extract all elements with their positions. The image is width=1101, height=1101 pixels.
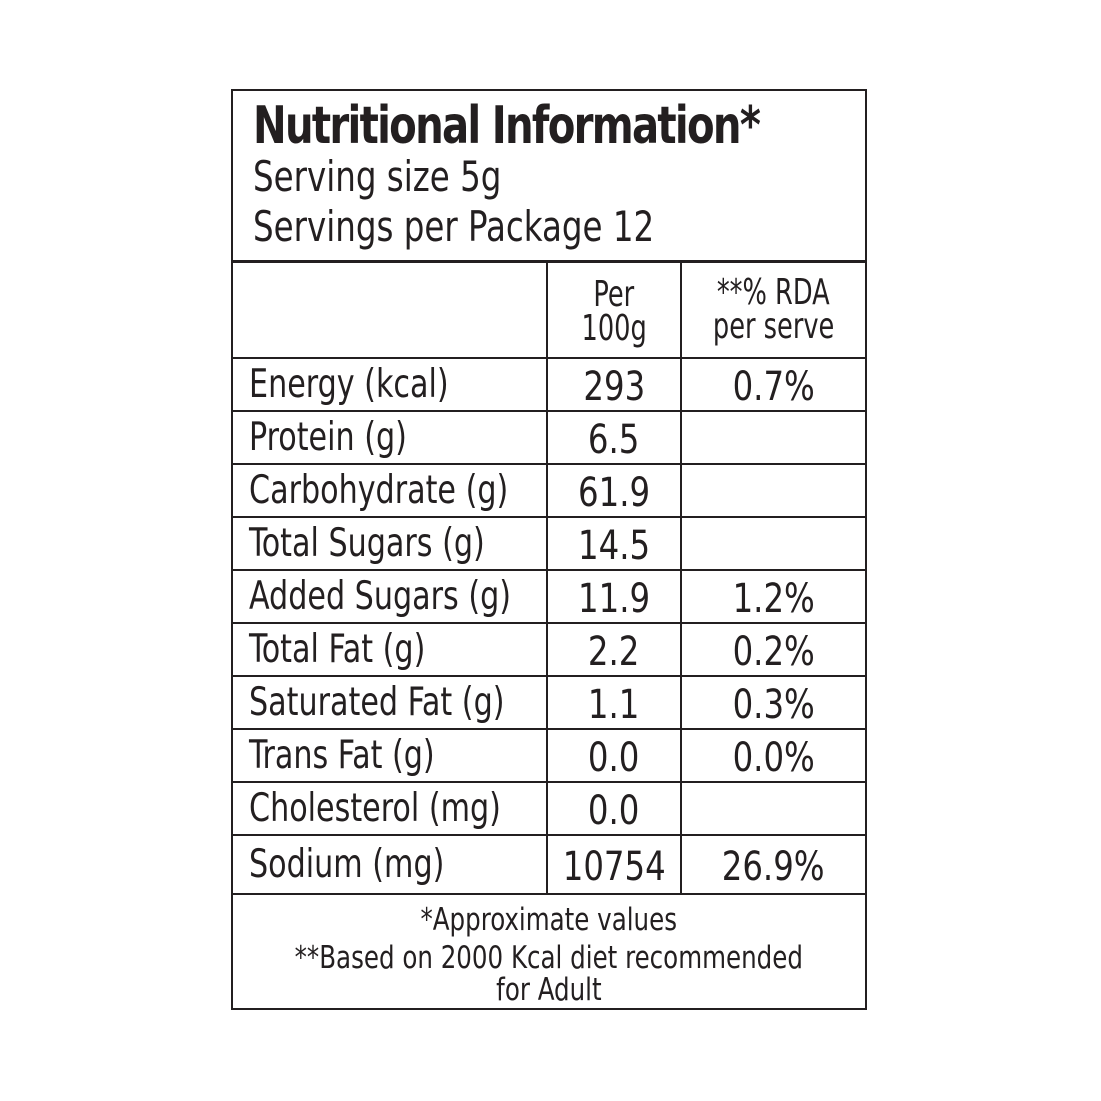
table-row-value: 293 xyxy=(548,361,680,412)
label-title: Nutritional Information* xyxy=(253,96,761,156)
nutrient-name: Trans Fat (g) xyxy=(249,733,435,778)
table-row-value: 6.5 xyxy=(548,414,680,465)
table-row-label: Trans Fat (g) xyxy=(249,730,545,781)
table-row-label: Total Fat (g) xyxy=(249,624,545,675)
footnote-rda-basis: **Based on 2000 Kcal diet recommended xyxy=(233,941,865,975)
row-divider xyxy=(233,675,865,677)
nutrient-name: Saturated Fat (g) xyxy=(249,680,505,725)
per-100g-value: 0.0 xyxy=(588,734,640,781)
row-divider xyxy=(233,463,865,465)
column-header-per-100g-line1: Per xyxy=(593,274,635,315)
table-row-value: 0.0 xyxy=(548,785,680,836)
nutrient-name: Total Sugars (g) xyxy=(249,521,485,566)
column-header-rda-line2: per serve xyxy=(712,306,835,347)
table-row-rda: 0.2% xyxy=(682,626,865,677)
table-row-label: Carbohydrate (g) xyxy=(249,465,545,516)
row-divider xyxy=(233,569,865,571)
per-100g-value: 2.2 xyxy=(588,628,640,675)
column-divider xyxy=(546,263,548,895)
nutrient-name: Added Sugars (g) xyxy=(249,574,512,619)
row-divider xyxy=(233,622,865,624)
nutrition-table: Per 100g **% RDA per serve Energy (kcal)… xyxy=(233,263,865,895)
table-row-label: Cholesterol (mg) xyxy=(249,783,545,834)
nutrient-name: Protein (g) xyxy=(249,415,407,460)
row-divider xyxy=(233,893,865,895)
nutrient-name: Carbohydrate (g) xyxy=(249,468,509,513)
rda-value: 0.0% xyxy=(732,734,815,781)
column-header-rda-line1: **% RDA xyxy=(717,272,830,313)
footnote-text: *Approximate values xyxy=(420,902,678,938)
table-row-label: Total Sugars (g) xyxy=(249,518,545,569)
table-row-rda xyxy=(682,414,865,465)
serving-size: Serving size 5g xyxy=(253,152,502,201)
row-divider xyxy=(233,516,865,518)
label-header: Nutritional Information* Serving size 5g… xyxy=(233,91,865,263)
per-100g-value: 61.9 xyxy=(577,469,651,516)
column-divider xyxy=(680,263,682,895)
column-header-rda: **% RDA per serve xyxy=(693,267,854,353)
table-row-value: 2.2 xyxy=(548,626,680,677)
footnote-adult: for Adult xyxy=(233,973,865,1007)
table-row-value: 10754 xyxy=(548,838,680,895)
table-row-rda xyxy=(682,785,865,836)
row-divider xyxy=(233,781,865,783)
label-footer: *Approximate values **Based on 2000 Kcal… xyxy=(233,895,865,1008)
rda-value: 0.2% xyxy=(732,628,815,675)
per-100g-value: 1.1 xyxy=(588,681,640,728)
rda-value: 26.9% xyxy=(722,843,825,890)
per-100g-value: 0.0 xyxy=(588,787,640,834)
nutrient-name: Total Fat (g) xyxy=(249,627,426,672)
row-divider xyxy=(233,357,865,359)
table-row-rda: 0.3% xyxy=(682,679,865,730)
nutrient-name: Energy (kcal) xyxy=(249,362,449,407)
table-row-rda: 0.7% xyxy=(682,361,865,412)
rda-value: 0.7% xyxy=(732,363,815,410)
rda-value: 0.3% xyxy=(732,681,815,728)
table-row-label: Sodium (mg) xyxy=(249,836,545,893)
footnote-text: for Adult xyxy=(496,972,602,1008)
table-row-value: 1.1 xyxy=(548,679,680,730)
servings-per-package: Servings per Package 12 xyxy=(253,202,655,251)
table-row-rda: 0.0% xyxy=(682,732,865,783)
table-row-rda xyxy=(682,520,865,571)
rda-value: 1.2% xyxy=(732,575,815,622)
per-100g-value: 14.5 xyxy=(577,522,651,569)
nutrition-label: Nutritional Information* Serving size 5g… xyxy=(231,89,867,1010)
nutrient-name: Sodium (mg) xyxy=(249,842,445,887)
per-100g-value: 293 xyxy=(583,363,645,410)
footnote-text: **Based on 2000 Kcal diet recommended xyxy=(294,940,804,976)
table-row-rda xyxy=(682,467,865,518)
table-row-rda: 26.9% xyxy=(682,838,865,895)
row-divider xyxy=(233,410,865,412)
table-row-label: Added Sugars (g) xyxy=(249,571,545,622)
table-row-value: 0.0 xyxy=(548,732,680,783)
table-row-value: 61.9 xyxy=(548,467,680,518)
per-100g-value: 10754 xyxy=(562,843,666,890)
per-100g-value: 11.9 xyxy=(577,575,651,622)
table-row-rda: 1.2% xyxy=(682,573,865,624)
column-header-per-100g-line2: 100g xyxy=(581,308,647,349)
footnote-approximate: *Approximate values xyxy=(233,903,865,937)
per-100g-value: 6.5 xyxy=(588,416,640,463)
nutrient-name: Cholesterol (mg) xyxy=(249,786,501,831)
row-divider xyxy=(233,834,865,836)
table-row-label: Energy (kcal) xyxy=(249,359,545,410)
table-row-label: Protein (g) xyxy=(249,412,545,463)
table-row-label: Saturated Fat (g) xyxy=(249,677,545,728)
table-row-value: 14.5 xyxy=(548,520,680,571)
table-row-value: 11.9 xyxy=(548,573,680,624)
row-divider xyxy=(233,728,865,730)
column-header-per-100g: Per 100g xyxy=(556,269,672,355)
